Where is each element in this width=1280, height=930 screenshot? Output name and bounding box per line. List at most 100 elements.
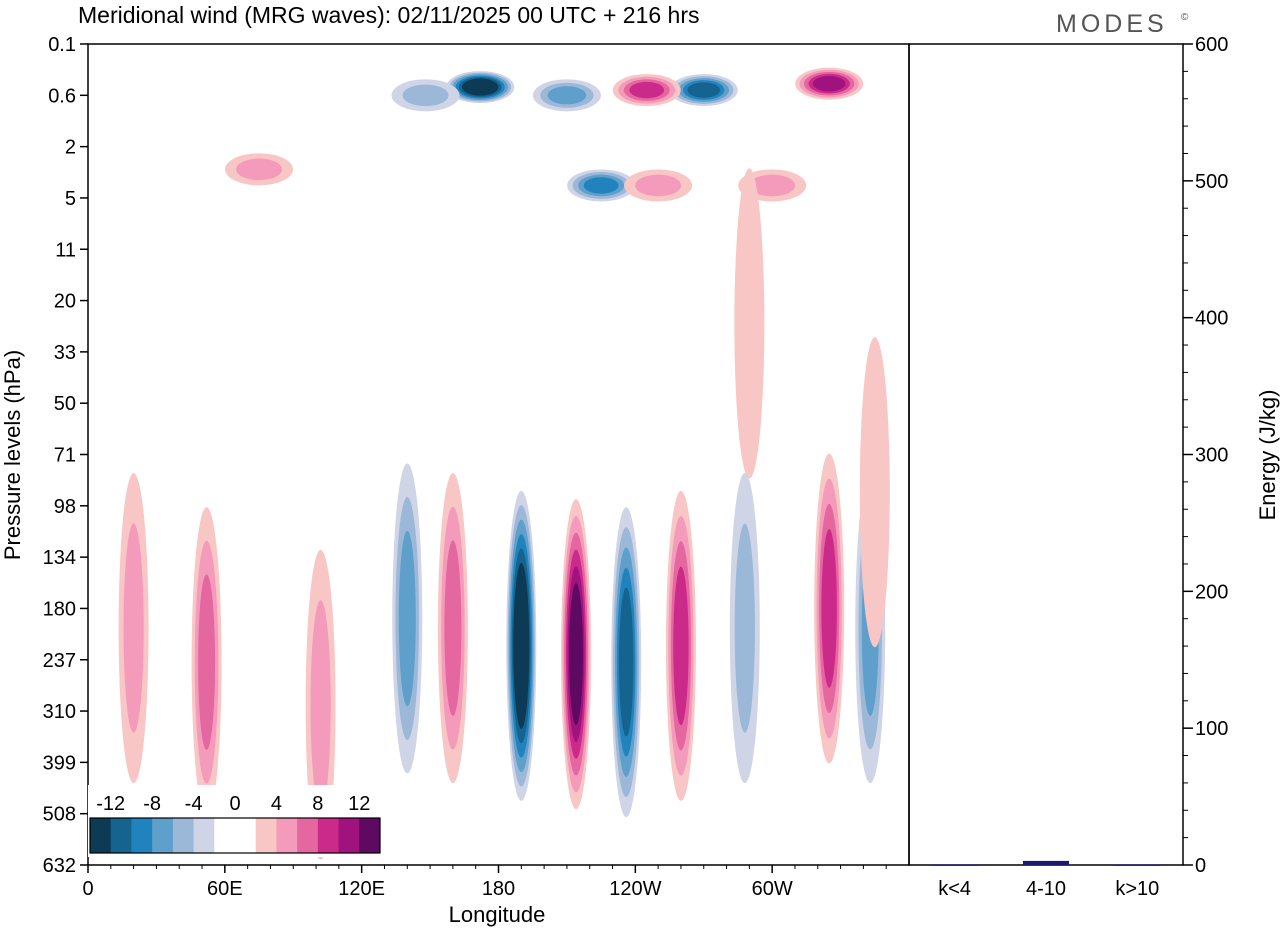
- y-tick-label: 508: [43, 804, 76, 826]
- contour-cell-positive: [734, 168, 765, 479]
- y-tick-label: 98: [54, 496, 76, 518]
- contour-band: [465, 79, 496, 95]
- contour-cell-positive: [225, 153, 294, 186]
- contour-band: [236, 158, 283, 181]
- colorbar-label: -8: [143, 793, 161, 815]
- y-tick-label: 0.6: [48, 85, 76, 107]
- colorbar-swatch: [235, 818, 257, 853]
- x-tick-label: 120E: [338, 878, 385, 900]
- x-tick-label: 60E: [207, 878, 243, 900]
- energy-tick-label: 600: [1195, 34, 1228, 56]
- contour-cell-positive: [624, 169, 693, 202]
- contour-cell-negative: [446, 71, 515, 104]
- chart-title: Meridional wind (MRG waves): 02/11/2025 …: [78, 2, 700, 28]
- contour-cell-positive: [561, 499, 592, 810]
- contour-band: [629, 81, 665, 99]
- contour-band: [734, 168, 765, 479]
- contour-cell-positive: [814, 453, 845, 764]
- contour-band: [514, 577, 528, 715]
- contour-cell-negative: [611, 507, 642, 818]
- contour-band: [310, 600, 331, 810]
- contour-band: [812, 76, 846, 92]
- y-tick-label: 33: [54, 342, 76, 364]
- y-tick-label: 310: [43, 701, 76, 723]
- contour-band: [569, 583, 583, 726]
- contour-cell-positive: [118, 473, 149, 784]
- contour-band: [619, 587, 634, 737]
- x-tick-label: 0: [82, 878, 93, 900]
- colorbar-label: -12: [96, 793, 125, 815]
- y-tick-label: 0.1: [48, 34, 76, 56]
- contour-band: [198, 574, 216, 750]
- colorbar-swatch: [193, 818, 215, 853]
- y-tick-label: 11: [55, 239, 76, 261]
- energy-panel-frame: [908, 43, 1184, 866]
- contour-band: [123, 523, 144, 733]
- y-tick-label: 180: [43, 598, 76, 620]
- energy-panel: k<4 4-10 k>10 0 100 200 300 400 500 600 Energy (…: [908, 34, 1280, 900]
- modes-logo: MODES: [1056, 10, 1168, 38]
- colorbar-swatch: [172, 818, 195, 853]
- contour-cell-positive: [437, 473, 468, 784]
- colorbar-label: 8: [312, 793, 323, 815]
- colorbar-label: 0: [229, 793, 240, 815]
- contour-band: [444, 540, 462, 716]
- colorbar-swatch: [338, 818, 360, 853]
- y-tick-label: 399: [43, 752, 76, 774]
- energy-category-label: 4-10: [1026, 878, 1066, 900]
- colorbar-swatch: [255, 818, 277, 853]
- energy-tick-label: 100: [1195, 718, 1228, 740]
- contour-band: [673, 566, 689, 726]
- energy-category-label: k<4: [938, 878, 971, 900]
- contour-band: [734, 523, 755, 733]
- contour-cell-negative: [391, 79, 460, 112]
- contour-cell-negative: [669, 74, 738, 107]
- contour-band: [687, 82, 721, 98]
- y-axis: 0.1 0.6 2 5 11 20 33 50 71 98 134 180 237 310 399 508 63…: [43, 34, 88, 877]
- colorbar-swatch: [152, 818, 174, 853]
- y-axis-label: Pressure levels (hPa): [0, 350, 25, 560]
- y-tick-label: 2: [65, 137, 76, 159]
- y-tick-label: 134: [43, 547, 76, 569]
- colorbar-swatch: [317, 818, 340, 853]
- energy-bar: [1114, 864, 1161, 866]
- contour-cell-positive: [305, 549, 336, 860]
- contour-cell-positive: [795, 67, 864, 100]
- colorbar-label: -4: [185, 793, 203, 815]
- y-tick-label: 20: [54, 291, 76, 313]
- contour-band: [749, 174, 796, 197]
- y-tick-label: 71: [54, 445, 76, 467]
- energy-axis-label: Energy (J/kg): [1255, 390, 1280, 521]
- contour-cell-negative: [567, 169, 636, 202]
- x-tick-label: 180: [482, 878, 515, 900]
- colorbar-swatch: [90, 818, 112, 853]
- y-tick-label: 50: [54, 393, 76, 415]
- contour-band: [398, 530, 416, 707]
- colorbar-swatch: [110, 818, 132, 853]
- energy-tick-label: 400: [1195, 308, 1228, 330]
- contour-band: [859, 337, 890, 648]
- contour-cell-positive: [665, 490, 696, 801]
- contour-plot: 0 60E 120E 180 120W 60W 0.1 0.6 2 5 11 20 33 50 71 98 1…: [0, 34, 910, 927]
- contour-cell-positive: [612, 74, 681, 107]
- contour-cell-negative: [506, 490, 537, 801]
- contour-cell-negative: [729, 473, 760, 784]
- contour-cell-positive: [859, 337, 890, 648]
- colorbar-label: 12: [348, 793, 370, 815]
- contour-cell-positive: [191, 507, 222, 818]
- x-tick-label: 120W: [609, 878, 661, 900]
- energy-category-label: k>10: [1115, 878, 1159, 900]
- contour-field: [118, 67, 890, 860]
- colorbar-frame: [89, 817, 381, 854]
- colorbar-label: 4: [271, 793, 282, 815]
- modes-logo-mark: ©: [1181, 12, 1189, 23]
- energy-axis: 0 100 200 300 400 500 600: [1183, 34, 1228, 877]
- x-tick-label: 60W: [752, 878, 793, 900]
- x-axis-label: Longitude: [449, 902, 546, 927]
- colorbar-swatch: [359, 818, 381, 853]
- energy-bars: k<4 4-10 k>10: [931, 860, 1161, 900]
- y-tick-label: 5: [65, 188, 76, 210]
- y-tick-label: 632: [43, 855, 76, 877]
- energy-bar: [931, 864, 978, 866]
- colorbar: -12 -8 -4 0 4 8 12: [88, 785, 382, 857]
